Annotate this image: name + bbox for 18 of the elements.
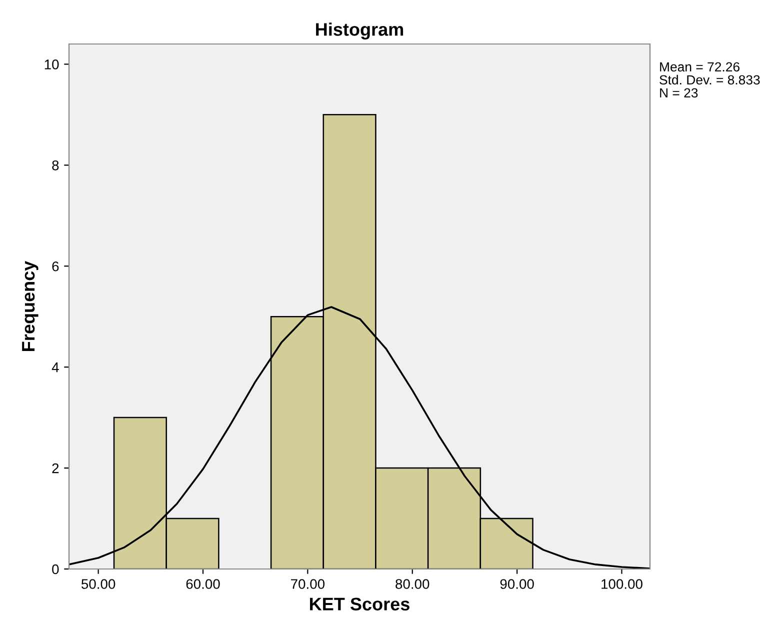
x-axis-title: KET Scores [310, 598, 410, 610]
x-tick-label: 60.00 [186, 579, 220, 589]
y-tick-label: 8 [52, 160, 59, 170]
y-axis-title: Frequency [22, 260, 38, 351]
text: N = 23 [660, 88, 698, 98]
y-tick-label: 10 [44, 60, 59, 70]
x-tick-label: 70.00 [291, 579, 325, 589]
x-tick-label: 80.00 [396, 579, 430, 589]
x-tick-label: 100.00 [602, 579, 642, 589]
x-tick-label: 90.00 [500, 579, 534, 589]
x-tick-label: 50.00 [81, 579, 116, 589]
chart-title: Histogram [316, 22, 404, 40]
y-tick-label: 6 [52, 261, 59, 272]
y-tick-label: 4 [52, 362, 59, 372]
y-tick-label: 0 [52, 564, 59, 574]
text: Std. Dev. = 8.833 [660, 74, 760, 85]
y-tick-label: 2 [52, 463, 59, 474]
text: Mean = 72.26 [660, 62, 740, 72]
